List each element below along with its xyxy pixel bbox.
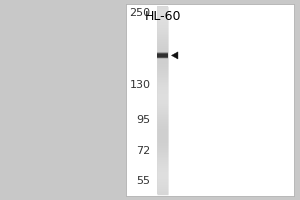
Text: 72: 72 xyxy=(136,146,151,156)
Text: 55: 55 xyxy=(136,176,151,186)
FancyBboxPatch shape xyxy=(158,6,169,194)
Text: 250: 250 xyxy=(129,8,151,18)
Text: 95: 95 xyxy=(136,115,151,125)
Polygon shape xyxy=(172,52,178,59)
Text: 130: 130 xyxy=(130,80,151,90)
FancyBboxPatch shape xyxy=(126,4,294,196)
Text: HL-60: HL-60 xyxy=(145,10,181,23)
